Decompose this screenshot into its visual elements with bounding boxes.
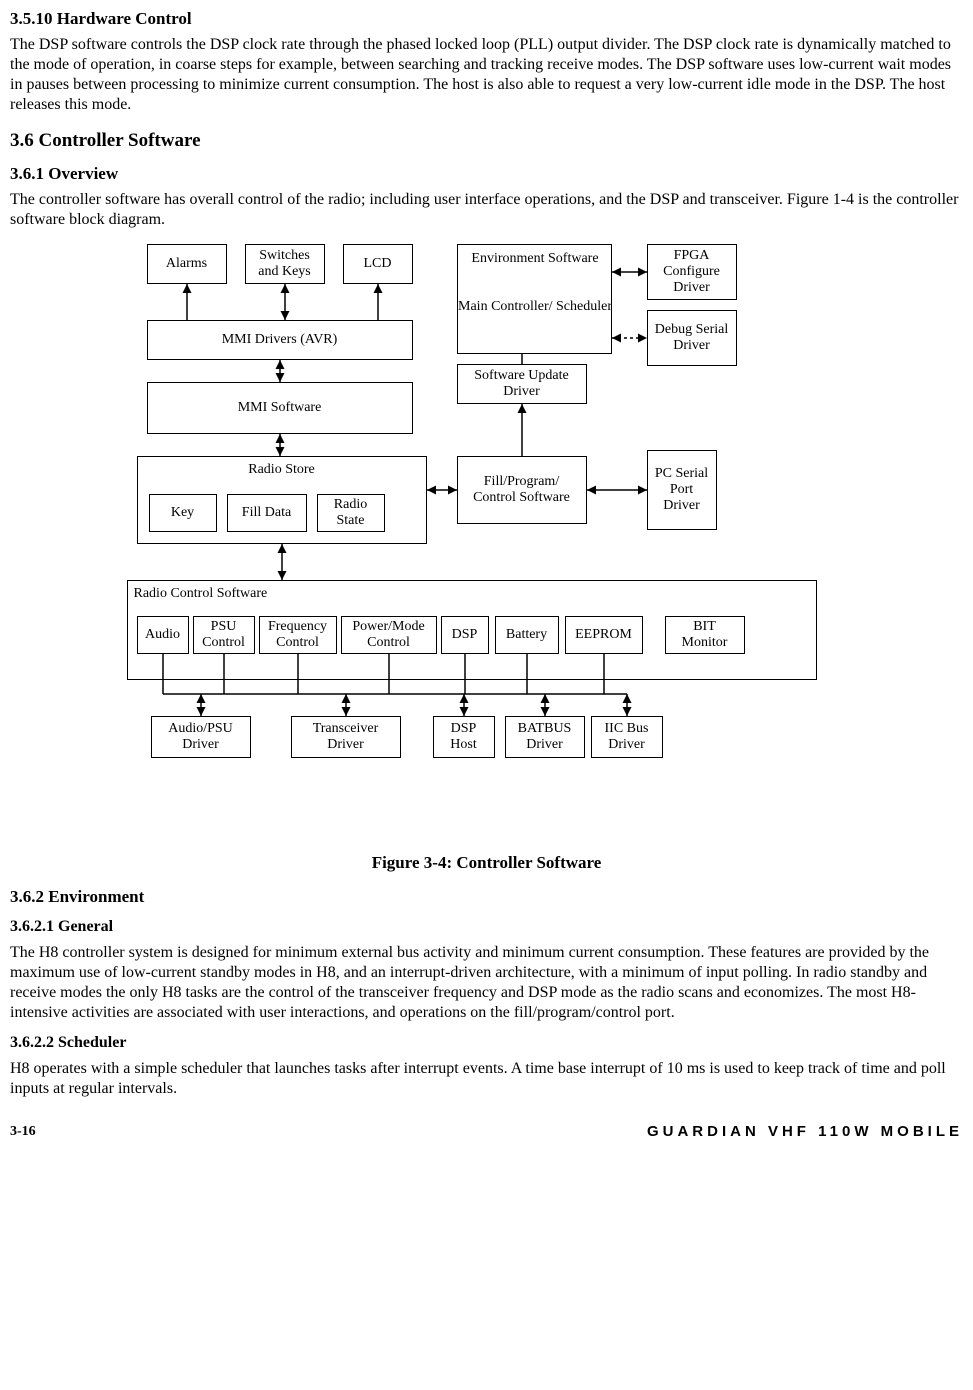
label-radio-control-software: Radio Control Software [128,581,816,607]
box-fill-program: Fill/Program/ Control Software [457,456,587,524]
box-switches: Switches and Keys [245,244,325,284]
heading-3-6-2: 3.6.2 Environment [10,886,963,907]
box-dsp-host: DSP Host [433,716,495,758]
box-audio: Audio [137,616,189,654]
box-fpga: FPGA Configure Driver [647,244,737,300]
footer-title: GUARDIAN VHF 110W MOBILE [647,1123,963,1142]
para-3-5-10: The DSP software controls the DSP clock … [10,35,963,115]
box-pc-serial: PC Serial Port Driver [647,450,717,530]
box-dsp: DSP [441,616,489,654]
figure-caption: Figure 3-4: Controller Software [10,852,963,873]
box-key: Key [149,494,217,532]
box-bit-monitor: BIT Monitor [665,616,745,654]
label-radio-store: Radio Store [138,457,426,483]
label-main-controller: Main Controller/ Scheduler [458,299,613,315]
footer-page-number: 3-16 [10,1123,36,1142]
heading-3-6-2-1: 3.6.2.1 General [10,917,963,937]
box-batbus-driver: BATBUS Driver [505,716,585,758]
label-env-software: Environment Software [458,251,613,267]
page-footer: 3-16 GUARDIAN VHF 110W MOBILE [10,1123,963,1142]
heading-3-6-1: 3.6.1 Overview [10,163,963,184]
box-fill-data: Fill Data [227,494,307,532]
box-frequency-control: Frequency Control [259,616,337,654]
box-mmi-software: MMI Software [147,382,413,434]
box-alarms: Alarms [147,244,227,284]
heading-3-6-2-2: 3.6.2.2 Scheduler [10,1033,963,1053]
heading-3-6: 3.6 Controller Software [10,129,963,153]
box-debug: Debug Serial Driver [647,310,737,366]
box-iic-bus-driver: IIC Bus Driver [591,716,663,758]
box-radio-state: Radio State [317,494,385,532]
box-transceiver-driver: Transceiver Driver [291,716,401,758]
box-audio-psu-driver: Audio/PSU Driver [151,716,251,758]
box-psu-control: PSU Control [193,616,255,654]
para-3-6-2-1: The H8 controller system is designed for… [10,943,963,1023]
box-power-mode-control: Power/Mode Control [341,616,437,654]
box-battery: Battery [495,616,559,654]
para-3-6-1: The controller software has overall cont… [10,190,963,230]
box-eeprom: EEPROM [565,616,643,654]
box-env-main: Environment Software Main Controller/ Sc… [457,244,612,354]
box-mmi-drivers: MMI Drivers (AVR) [147,320,413,360]
controller-software-diagram: Alarms Switches and Keys LCD Environment… [127,244,847,834]
heading-3-5-10: 3.5.10 Hardware Control [10,8,963,29]
box-lcd: LCD [343,244,413,284]
para-3-6-2-2: H8 operates with a simple scheduler that… [10,1059,963,1099]
box-software-update: Software Update Driver [457,364,587,404]
